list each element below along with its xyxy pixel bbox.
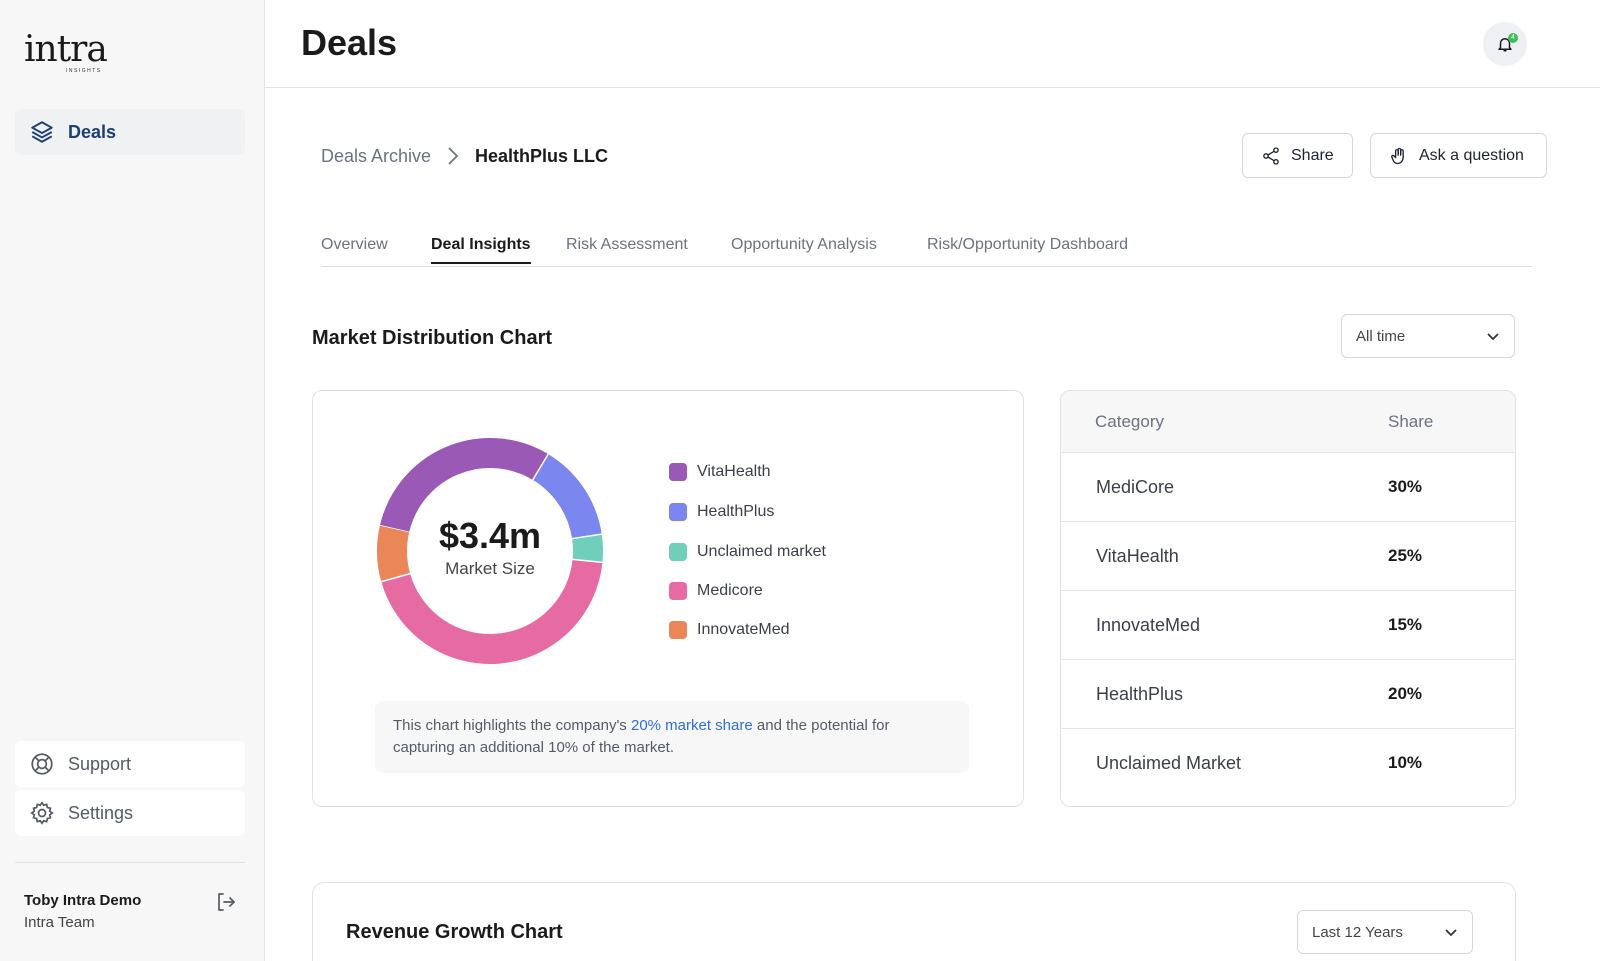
page-title: Deals <box>301 22 398 63</box>
note-suffix: and the potential for capturing an addit… <box>393 717 890 756</box>
lifebuoy-icon <box>31 753 53 775</box>
sidebar-item-label: Deals <box>68 121 117 142</box>
donut-slice-healthplus <box>532 454 602 540</box>
market-size-label: Market Size <box>445 559 535 578</box>
user-name: Toby Intra Demo <box>24 892 142 909</box>
share-button[interactable]: Share <box>1242 133 1353 178</box>
bell-icon <box>1498 38 1512 52</box>
row-share: 30% <box>1388 477 1423 496</box>
hand-icon <box>1391 147 1404 164</box>
table-row: InnovateMed 15% <box>1061 591 1515 660</box>
tab-risk-opportunity-dashboard[interactable]: Risk/Opportunity Dashboard <box>927 236 1128 253</box>
intra-logo[interactable]: intra INSIGHTS <box>24 30 124 78</box>
donut-separator <box>572 558 603 564</box>
range-filter-select[interactable]: Last 12 Years <box>1297 910 1473 954</box>
donut-slice-medicore <box>381 559 603 664</box>
sidebar-item-label: Settings <box>68 802 134 823</box>
donut-slice-vitahealth <box>379 438 549 533</box>
table-header: Category Share <box>1061 391 1515 453</box>
notification-badge: 4 <box>1508 33 1518 43</box>
legend-swatch <box>669 621 687 639</box>
user-team: Intra Team <box>24 914 95 931</box>
legend-label: Medicore <box>697 582 763 599</box>
legend-label: VitaHealth <box>697 463 771 480</box>
legend-item: HealthPlus <box>669 503 774 521</box>
legend-label: InnovateMed <box>697 621 790 638</box>
ask-button-label: Ask a question <box>1419 146 1524 164</box>
legend-label: Unclaimed market <box>697 543 826 560</box>
row-share: 15% <box>1388 615 1423 634</box>
donut-slice-innovatemed <box>377 525 411 582</box>
donut-separator <box>532 453 549 481</box>
layers-icon <box>31 121 53 143</box>
market-chart-title: Market Distribution Chart <box>312 327 553 349</box>
legend-item: Medicore <box>669 582 763 600</box>
row-share: 20% <box>1388 684 1423 703</box>
row-category: MediCore <box>1096 477 1175 497</box>
revenue-chart-title: Revenue Growth Chart <box>346 921 563 943</box>
donut-separator <box>381 572 411 583</box>
table-row: VitaHealth 25% <box>1061 522 1515 591</box>
chevron-right-icon <box>448 147 459 165</box>
top-bar: Deals 4 <box>265 0 1600 88</box>
sidebar-item-settings[interactable]: Settings <box>15 790 245 836</box>
logo-wordmark: intra <box>24 29 108 70</box>
sidebar-item-label: Support <box>68 753 132 774</box>
share-icon <box>1263 146 1279 165</box>
range-filter-value: Last 12 Years <box>1312 923 1403 941</box>
breadcrumb-deals-archive[interactable]: Deals Archive <box>321 146 432 166</box>
sidebar-divider <box>15 862 245 863</box>
market-size-value: $3.4m <box>438 515 542 556</box>
sidebar-item-deals[interactable]: Deals <box>15 109 245 155</box>
tab-overview[interactable]: Overview <box>321 236 388 253</box>
legend-swatch <box>669 503 687 521</box>
note-prefix: This chart highlights the company's <box>393 717 631 734</box>
time-filter-select[interactable]: All time <box>1341 314 1515 358</box>
market-donut-chart <box>377 438 603 664</box>
legend-swatch <box>669 582 687 600</box>
gear-icon <box>30 801 54 825</box>
table-row: Unclaimed Market 10% <box>1061 729 1515 798</box>
row-share: 10% <box>1388 753 1423 772</box>
legend-item: Unclaimed market <box>669 543 826 561</box>
chevron-down-icon <box>1487 333 1499 341</box>
revenue-chart-card: Revenue Growth Chart Last 12 Years <box>312 882 1516 961</box>
column-header-share: Share <box>1388 412 1434 431</box>
column-header-category: Category <box>1095 412 1164 431</box>
row-category: VitaHealth <box>1096 546 1179 566</box>
tab-opportunity-analysis[interactable]: Opportunity Analysis <box>731 236 877 253</box>
logout-icon[interactable] <box>214 890 238 914</box>
market-share-link[interactable]: 20% market share <box>630 717 753 734</box>
breadcrumb-current: HealthPlus LLC <box>475 146 609 166</box>
legend-item: InnovateMed <box>669 621 790 639</box>
row-share: 25% <box>1388 546 1423 565</box>
sidebar: intra INSIGHTS Deals Support Settings To… <box>0 0 265 961</box>
legend-swatch <box>669 463 687 481</box>
tab-deal-insights[interactable]: Deal Insights <box>431 236 531 264</box>
sidebar-item-support[interactable]: Support <box>15 741 245 787</box>
table-row: MediCore 30% <box>1061 453 1515 522</box>
time-filter-value: All time <box>1356 327 1406 345</box>
chart-note: This chart highlights the company's 20% … <box>375 701 969 773</box>
table-row: HealthPlus 20% <box>1061 660 1515 729</box>
tab-bar: Overview Deal Insights Risk Assessment O… <box>321 232 1532 267</box>
share-button-label: Share <box>1291 146 1334 164</box>
row-category: HealthPlus <box>1096 684 1184 704</box>
ask-question-button[interactable]: Ask a question <box>1370 133 1547 178</box>
legend-label: HealthPlus <box>697 503 775 520</box>
market-share-table: Category Share MediCore 30% VitaHealth 2… <box>1060 390 1516 807</box>
donut-separator <box>379 524 410 534</box>
notifications-button[interactable]: 4 <box>1483 22 1527 66</box>
row-category: Unclaimed Market <box>1096 753 1242 773</box>
legend-item: VitaHealth <box>669 463 771 481</box>
legend-swatch <box>669 543 687 561</box>
tab-risk-assessment[interactable]: Risk Assessment <box>566 236 688 253</box>
chevron-down-icon <box>1445 929 1457 937</box>
row-category: InnovateMed <box>1096 615 1201 635</box>
donut-separator <box>571 533 602 540</box>
logo-subtext: INSIGHTS <box>66 68 102 74</box>
market-chart-card: $3.4m Market Size VitaHealth HealthPlus … <box>312 390 1024 807</box>
